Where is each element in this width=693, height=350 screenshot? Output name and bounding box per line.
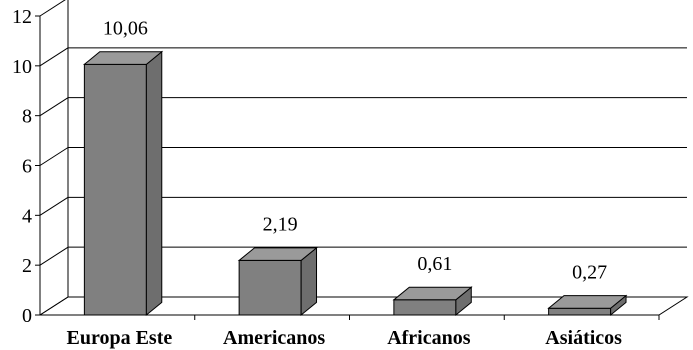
data-label: 10,06 <box>103 17 148 39</box>
gridline-side <box>39 196 69 216</box>
bar-top <box>392 286 473 301</box>
bar-side <box>145 50 163 317</box>
y-tick-label: 2 <box>22 255 32 277</box>
y-tick-label: 8 <box>22 106 32 128</box>
bar-front <box>548 307 612 316</box>
y-tick-label: 10 <box>12 56 32 78</box>
gridline-side <box>39 47 69 67</box>
gridline-side <box>39 147 69 166</box>
bar-top <box>547 295 628 309</box>
x-category-label: Asiáticos <box>545 327 622 349</box>
bar-front <box>83 63 147 316</box>
y-tick-label: 4 <box>22 205 32 227</box>
gridline-side <box>39 246 69 266</box>
bar-front <box>393 299 457 316</box>
x-category-label: Americanos <box>223 327 325 349</box>
bar-top <box>82 51 164 65</box>
data-label: 0,61 <box>417 253 452 275</box>
data-label: 0,27 <box>572 261 607 283</box>
x-category-label: Africanos <box>387 327 471 349</box>
bar-front <box>238 259 302 316</box>
data-label: 2,19 <box>263 213 298 235</box>
x-category-label: Europa Este <box>66 327 172 349</box>
y-tick-label: 0 <box>22 305 32 327</box>
bar-top <box>237 247 318 261</box>
gridline-side <box>39 0 66 17</box>
y-tick-label: 12 <box>12 6 32 28</box>
y-tick-label: 6 <box>22 156 32 178</box>
gridline-side <box>39 97 69 117</box>
